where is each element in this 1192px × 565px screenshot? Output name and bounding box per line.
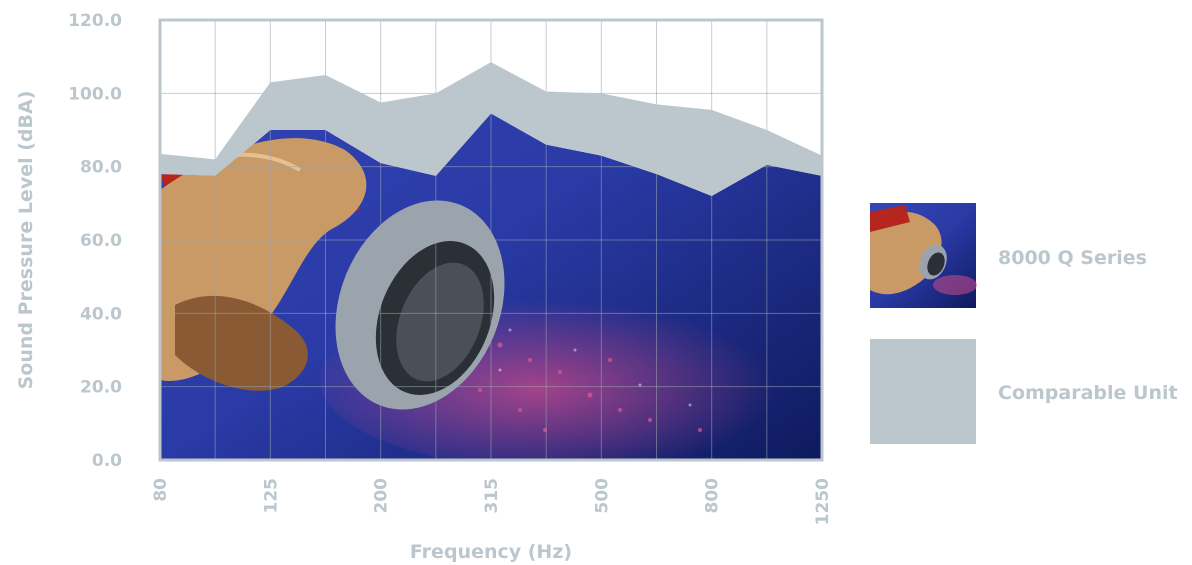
y-tick-label: 100.0 xyxy=(68,84,122,104)
plot-frame xyxy=(158,18,824,462)
x-tick-label: 125 xyxy=(261,478,281,514)
legend: 8000 Q Series Comparable Unit xyxy=(870,203,1178,444)
x-tick-label: 315 xyxy=(482,478,502,514)
legend-label-8000q: 8000 Q Series xyxy=(998,247,1147,269)
x-tick-label: 80 xyxy=(151,478,171,502)
area-comparable-unit xyxy=(160,62,822,196)
x-tick-label: 1250 xyxy=(813,478,833,525)
y-tick-label: 20.0 xyxy=(80,378,122,398)
legend-label-comparable: Comparable Unit xyxy=(998,382,1178,404)
y-tick-label: 60.0 xyxy=(80,231,122,251)
legend-swatch-comparable xyxy=(870,339,976,444)
x-tick-label: 200 xyxy=(372,478,392,514)
y-tick-label: 120.0 xyxy=(68,11,122,31)
y-tick-label: 40.0 xyxy=(80,304,122,324)
legend-swatch-8000q xyxy=(870,203,977,308)
y-axis-title: Sound Pressure Level (dBA) xyxy=(15,91,37,390)
x-tick-label: 500 xyxy=(592,478,612,514)
y-tick-label: 80.0 xyxy=(80,158,122,178)
x-axis-title: Frequency (Hz) xyxy=(410,541,572,563)
y-tick-label: 0.0 xyxy=(92,451,122,471)
x-tick-label: 800 xyxy=(703,478,723,514)
